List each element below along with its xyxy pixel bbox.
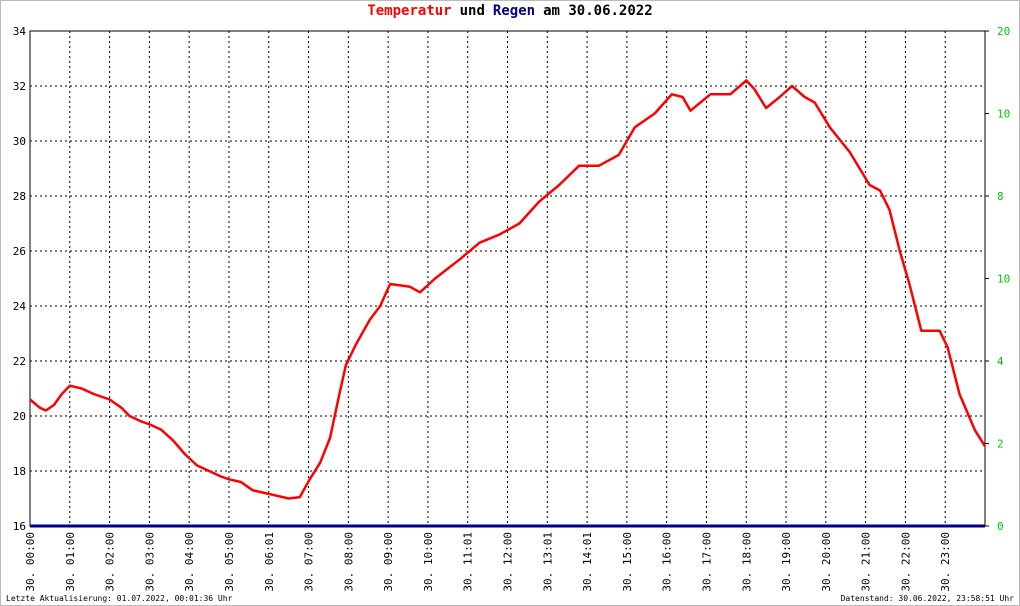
x-tick-label: 30. 20:00 (820, 532, 833, 592)
x-tick-label: 30. 16:00 (661, 532, 674, 592)
title-part: Temperatur (367, 3, 451, 19)
y-tick-label: 22 (13, 355, 26, 368)
y2-tick-label: 0 (997, 520, 1004, 533)
x-tick-label: 30. 21:00 (860, 532, 873, 592)
y-tick-label: 24 (13, 300, 27, 313)
x-tick-label: 30. 06:01 (263, 532, 276, 592)
x-tick-label: 30. 04:00 (183, 532, 196, 592)
y-tick-label: 16 (13, 520, 26, 533)
x-tick-label: 30. 03:00 (143, 532, 156, 592)
y-tick-label: 26 (13, 245, 26, 258)
footer-left: Letzte Aktualisierung: 01.07.2022, 00:01… (6, 594, 233, 603)
x-tick-label: 30. 01:00 (64, 532, 77, 592)
footer-right: Datenstand: 30.06.2022, 23:58:51 Uhr (841, 594, 1015, 603)
y-tick-label: 18 (13, 465, 26, 478)
x-tick-label: 30. 09:00 (382, 532, 395, 592)
x-tick-label: 30. 18:00 (740, 532, 753, 592)
x-tick-label: 30. 13:01 (541, 532, 554, 592)
x-tick-label: 30. 23:00 (939, 532, 952, 592)
series-line (29, 79, 987, 500)
x-tick-label: 30. 22:00 (899, 532, 912, 592)
y-tick-label: 34 (13, 25, 27, 38)
x-tick-label: 30. 07:00 (303, 532, 316, 592)
x-tick-label: 30. 10:00 (422, 532, 435, 592)
y-tick-label: 28 (13, 190, 26, 203)
y-tick-label: 30 (13, 135, 26, 148)
y2-tick-label: 20 (997, 25, 1010, 38)
y2-tick-label: 10 (997, 108, 1010, 121)
title-part: am 30.06.2022 (543, 3, 653, 19)
y-tick-label: 20 (13, 410, 26, 423)
x-tick-label: 30. 15:00 (621, 532, 634, 592)
x-tick-label: 30. 14:01 (581, 532, 594, 592)
x-tick-label: 30. 19:00 (780, 532, 793, 592)
x-tick-label: 30. 11:01 (462, 532, 475, 592)
y2-tick-label: 8 (997, 190, 1004, 203)
x-tick-label: 30. 02:00 (104, 532, 117, 592)
y2-tick-label: 10 (997, 273, 1010, 286)
x-tick-label: 30. 00:00 (24, 532, 37, 592)
title-part: und (460, 3, 485, 19)
y-tick-label: 32 (13, 80, 26, 93)
x-tick-label: 30. 05:00 (223, 532, 236, 592)
x-tick-label: 30. 17:00 (700, 532, 713, 592)
title-part: Regen (493, 3, 535, 19)
x-tick-label: 30. 12:00 (502, 532, 515, 592)
x-tick-label: 30. 08:00 (342, 532, 355, 592)
y2-tick-label: 4 (997, 355, 1004, 368)
chart-title: Temperatur und Regen am 30.06.2022 (367, 3, 652, 19)
y2-tick-label: 2 (997, 438, 1004, 451)
